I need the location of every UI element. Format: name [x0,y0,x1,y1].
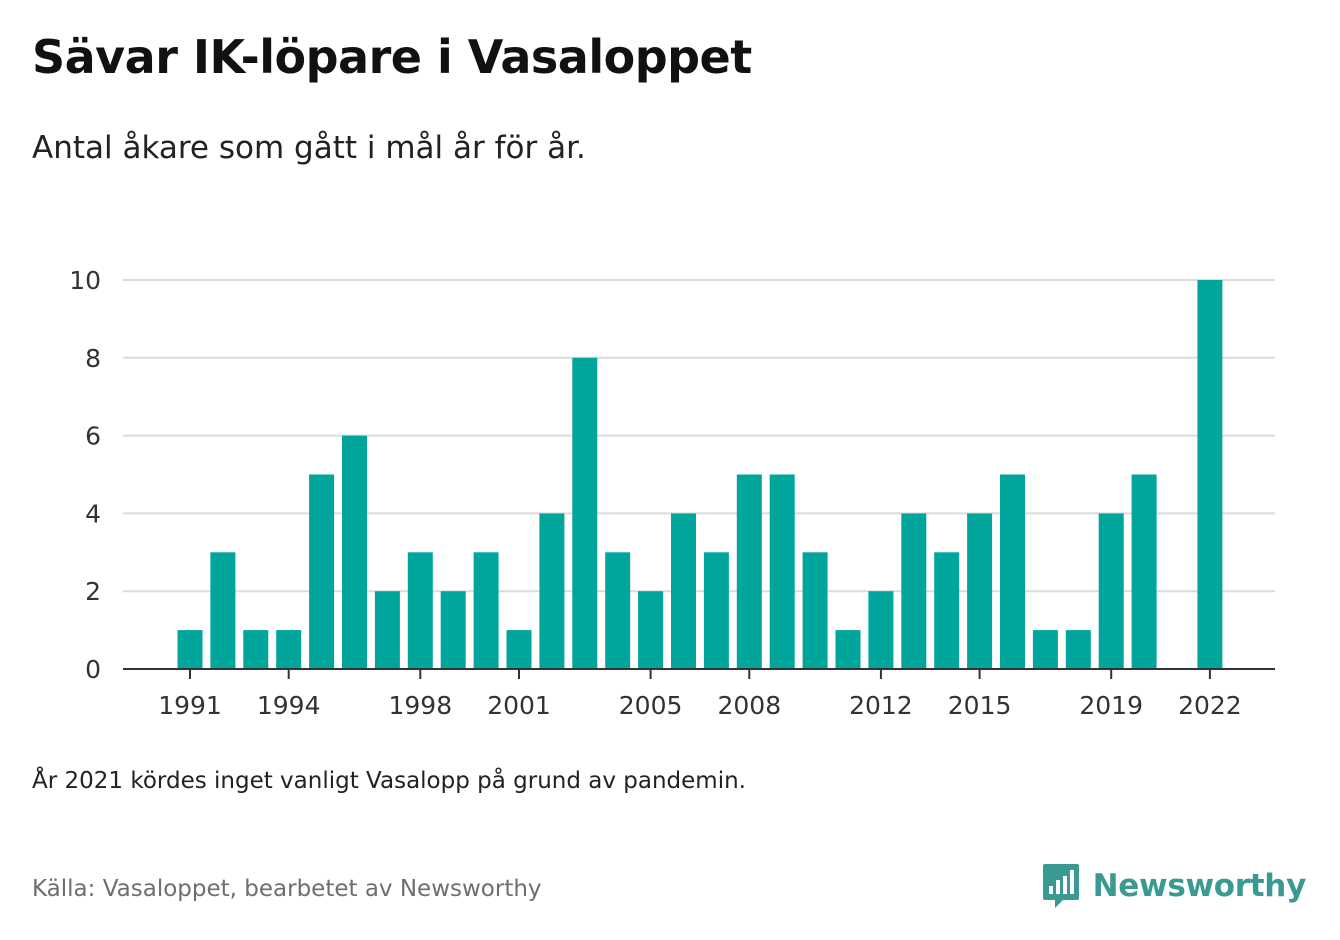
y-tick-label: 8 [85,344,101,373]
bar-1996 [342,435,367,669]
bar-1999 [440,591,466,669]
x-tick-label: 2001 [487,691,551,720]
x-tick-label: 2022 [1178,691,1242,720]
newsworthy-logo-icon [1042,864,1079,908]
bar-2013 [901,513,927,669]
bar-2017 [1032,630,1058,669]
chart-title: Sävar IK-löpare i Vasaloppet [32,30,752,84]
bar-1998 [407,552,433,669]
bar-2019 [1098,513,1124,669]
x-tick-label: 1994 [257,691,321,720]
y-tick-label: 2 [85,577,101,606]
bar-2002 [539,513,565,669]
x-tick-label: 2005 [619,691,683,720]
bar-2007 [703,552,729,669]
bar-2016 [1000,474,1025,669]
chart-note: År 2021 kördes inget vanligt Vasalopp på… [32,768,746,794]
bar-2005 [638,591,664,669]
bar-2018 [1065,630,1091,669]
bar-2014 [934,552,960,669]
x-tick-label: 2012 [849,691,913,720]
y-tick-label: 4 [85,499,101,528]
bar-1994 [276,630,302,669]
bar-1997 [374,591,400,669]
bar-2022 [1197,280,1223,669]
bar-2006 [671,513,696,669]
bar-2012 [868,591,894,669]
bar-2010 [802,552,828,669]
y-tick-label: 6 [85,422,101,451]
bar-2004 [605,552,631,669]
bar-2011 [835,630,861,669]
y-axis-ticks: 0 2 4 6 8 10 [69,266,101,684]
x-axis-ticks: 1991 1994 1998 2001 2005 2008 2012 2015 2019 2022 [158,669,1242,720]
bar-1993 [243,630,269,669]
x-tick-label: 1991 [158,691,222,720]
x-tick-label: 2015 [948,691,1012,720]
x-tick-label: 1998 [388,691,452,720]
bar-2000 [473,552,499,669]
bars [177,280,1223,669]
bar-2020 [1131,474,1157,669]
y-tick-label: 0 [85,655,101,684]
bar-2009 [769,474,795,669]
bar-1991 [177,630,203,669]
bar-2015 [967,513,993,669]
chart-subtitle: Antal åkare som gått i mål år för år. [32,130,586,166]
y-tick-label: 10 [69,266,101,295]
brand-name: Newsworthy [1092,868,1307,904]
chart-source: Källa: Vasaloppet, bearbetet av Newswort… [32,876,542,902]
bar-2008 [736,474,762,669]
x-tick-label: 2019 [1079,691,1143,720]
bar-2001 [506,630,532,669]
bar-chart: 0 2 4 6 8 10 1991 1994 1998 2001 2005 2008 2012 2015… [69,266,1275,720]
brand-logo: Newsworthy [1041,862,1306,910]
bar-2003 [572,357,598,669]
bar-1992 [210,552,236,669]
x-tick-label: 2008 [717,691,781,720]
bar-1995 [309,474,335,669]
